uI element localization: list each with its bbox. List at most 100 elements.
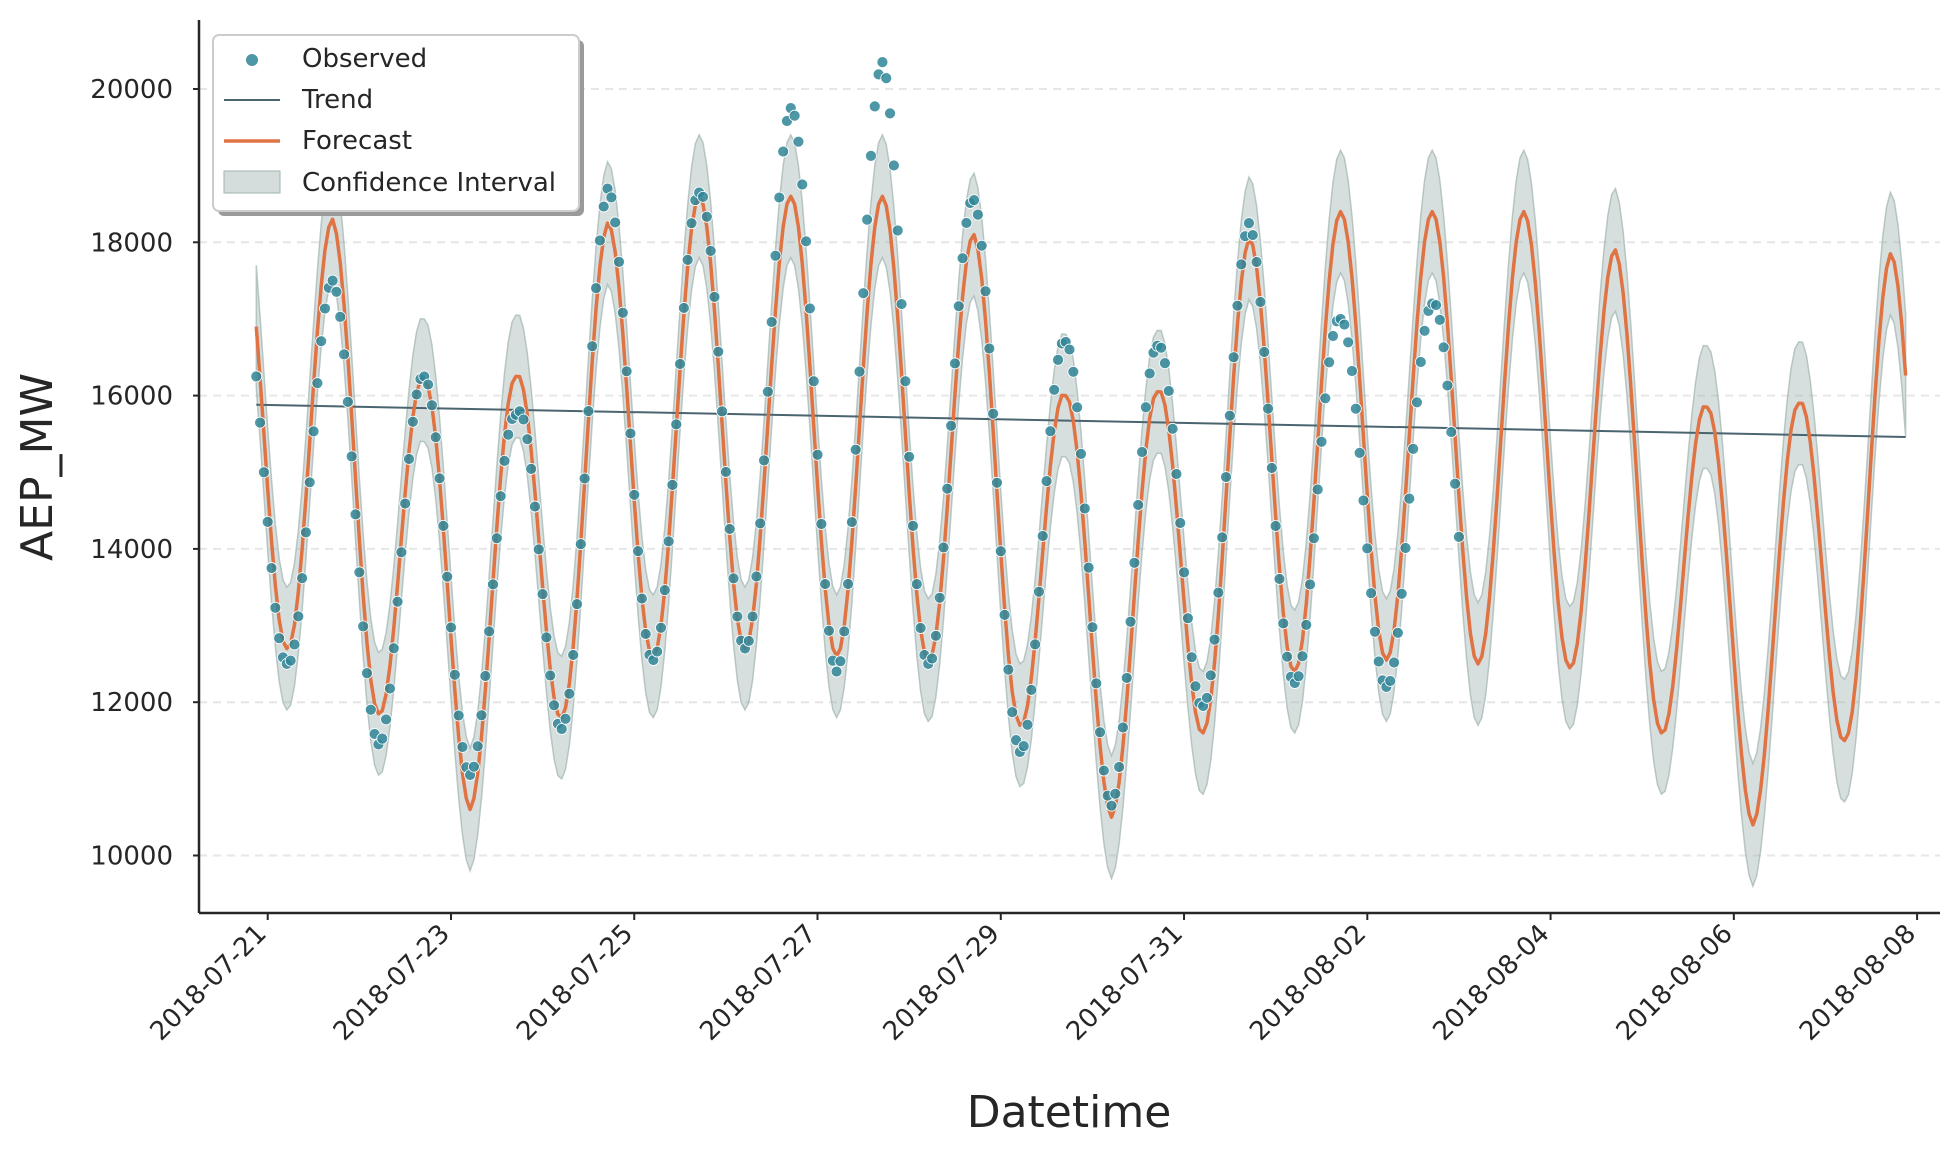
observed-point xyxy=(1090,677,1103,690)
observed-point xyxy=(258,466,270,479)
observed-point xyxy=(521,433,534,446)
observed-point xyxy=(391,595,404,608)
y-grid xyxy=(199,87,1940,857)
observed-point xyxy=(319,302,331,315)
observed-point xyxy=(613,255,625,268)
observed-point xyxy=(1323,356,1336,369)
observed-point xyxy=(1208,633,1221,646)
observed-point xyxy=(1097,764,1110,777)
legend-ci-swatch xyxy=(223,170,281,194)
observed-point xyxy=(658,584,671,597)
observed-point xyxy=(609,216,622,229)
x-axis-title: Datetime xyxy=(967,1087,1172,1138)
observed-point xyxy=(823,624,835,637)
observed-point xyxy=(651,645,664,658)
observed-point xyxy=(341,395,354,408)
observed-point xyxy=(544,669,557,682)
observed-point xyxy=(1082,561,1095,574)
observed-point xyxy=(429,431,442,444)
observed-point xyxy=(731,610,744,623)
observed-point xyxy=(884,107,896,120)
observed-point xyxy=(865,149,877,162)
axes xyxy=(197,20,1940,915)
legend-observed-label: Observed xyxy=(302,44,427,74)
observed-point xyxy=(254,416,266,429)
observed-points xyxy=(250,56,1465,812)
observed-point xyxy=(681,253,694,266)
observed-point xyxy=(1223,409,1236,422)
y-tick-label: 10000 xyxy=(90,842,173,872)
observed-point xyxy=(338,348,350,361)
observed-point xyxy=(1227,351,1240,364)
observed-point xyxy=(1033,585,1045,598)
legend-box xyxy=(212,34,580,212)
observed-point xyxy=(773,191,786,204)
observed-point xyxy=(345,450,358,463)
observed-point xyxy=(334,310,347,323)
observed-point xyxy=(494,490,507,503)
observed-point xyxy=(727,572,740,585)
observed-point xyxy=(1212,586,1225,599)
observed-point xyxy=(292,610,305,623)
observed-point xyxy=(662,535,675,548)
observed-point xyxy=(311,377,324,390)
observed-point xyxy=(952,300,965,313)
observed-point xyxy=(811,448,824,461)
observed-point xyxy=(387,642,400,655)
observed-point xyxy=(1357,494,1370,507)
observed-point xyxy=(1113,761,1126,773)
observed-point xyxy=(456,741,469,753)
observed-point xyxy=(269,601,282,614)
observed-point xyxy=(861,213,874,226)
observed-point xyxy=(1002,663,1015,676)
observed-point xyxy=(1120,672,1133,684)
observed-point xyxy=(1017,740,1030,753)
observed-point xyxy=(620,365,633,378)
observed-point xyxy=(998,608,1011,621)
observed-point xyxy=(578,472,591,485)
observed-point xyxy=(994,545,1007,558)
observed-point xyxy=(655,621,667,634)
legend-trend-label: Trend xyxy=(301,85,373,115)
observed-point xyxy=(945,419,958,432)
observed-point xyxy=(502,428,515,441)
observed-point xyxy=(1021,718,1034,731)
observed-point xyxy=(868,100,881,113)
observed-point xyxy=(296,572,308,585)
observed-point xyxy=(1170,468,1183,480)
observed-point xyxy=(1372,655,1385,668)
y-tick-label: 20000 xyxy=(90,75,173,105)
observed-point xyxy=(666,478,679,491)
observed-point xyxy=(834,655,847,668)
observed-point xyxy=(979,285,992,298)
observed-point xyxy=(792,135,805,148)
observed-point xyxy=(1403,492,1416,505)
observed-point xyxy=(303,476,316,489)
observed-point xyxy=(605,191,618,204)
observed-point xyxy=(1201,691,1213,704)
observed-point xyxy=(1414,356,1427,368)
observed-point xyxy=(1265,462,1278,474)
observed-point xyxy=(712,345,725,358)
observed-point xyxy=(574,538,587,551)
observed-point xyxy=(559,712,572,725)
observed-point xyxy=(1231,299,1244,312)
observed-point xyxy=(1369,625,1381,638)
observed-point xyxy=(700,210,713,223)
observed-point xyxy=(788,109,801,122)
observed-point xyxy=(1346,365,1358,377)
observed-point xyxy=(1269,520,1282,532)
observed-point xyxy=(529,500,541,513)
observed-point xyxy=(361,667,373,680)
observed-point xyxy=(677,302,690,314)
forecast-line-group xyxy=(254,194,1908,827)
observed-point xyxy=(1044,425,1057,438)
observed-point xyxy=(284,654,297,667)
observed-point xyxy=(1418,324,1431,337)
observed-point xyxy=(357,620,370,633)
observed-point xyxy=(1185,651,1198,664)
observed-point xyxy=(1433,313,1446,326)
observed-point xyxy=(582,405,595,418)
observed-point xyxy=(697,190,709,203)
observed-point xyxy=(1174,517,1187,529)
